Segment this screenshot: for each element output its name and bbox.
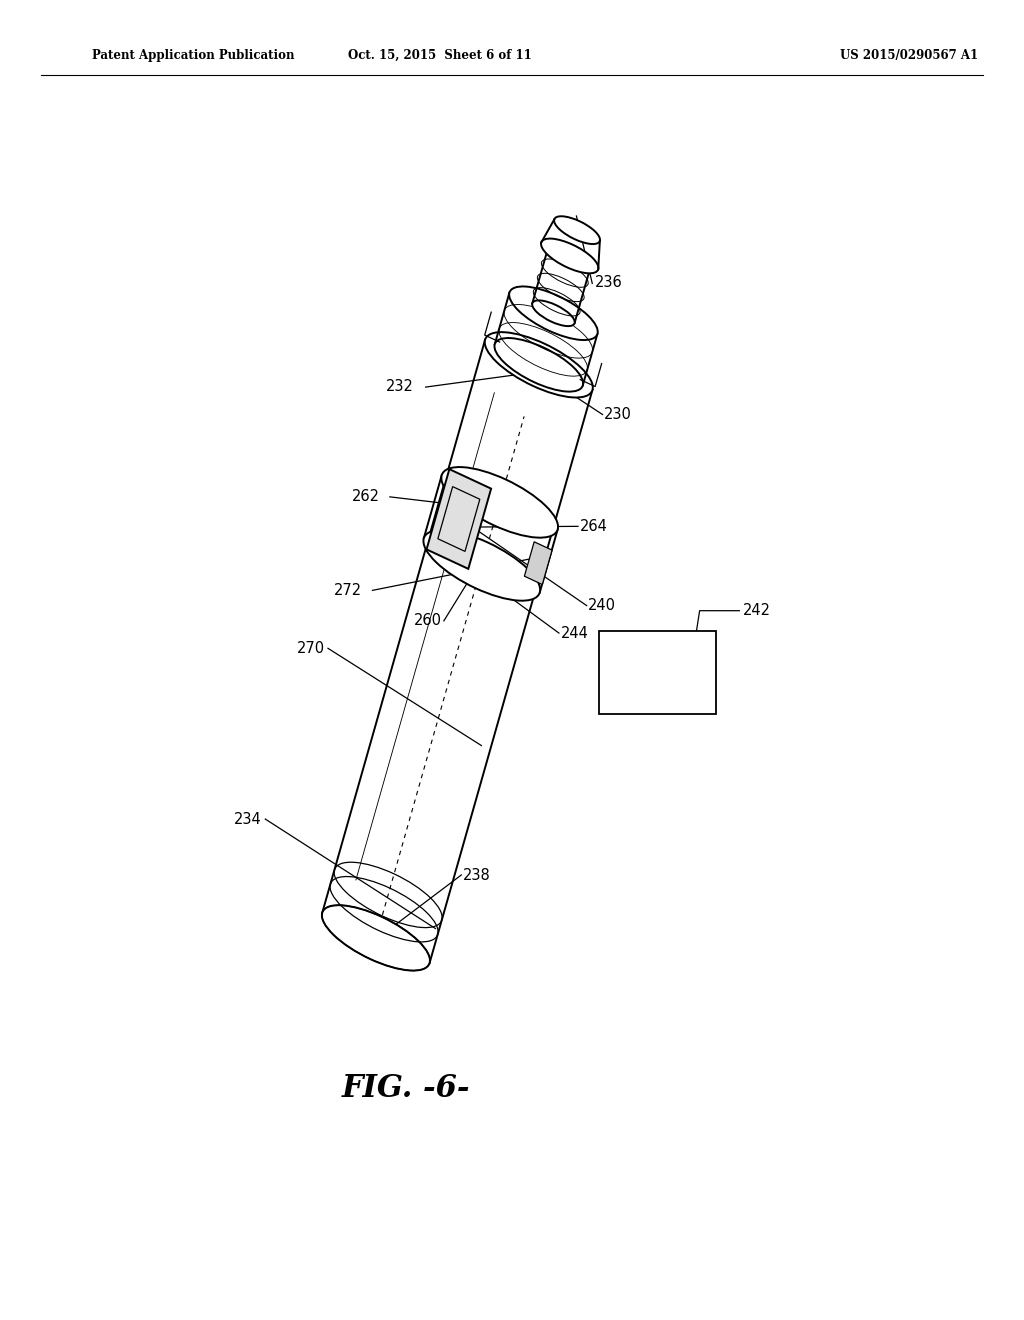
- Text: FIG. -6-: FIG. -6-: [342, 1073, 470, 1104]
- Text: Oct. 15, 2015  Sheet 6 of 11: Oct. 15, 2015 Sheet 6 of 11: [348, 49, 532, 62]
- Ellipse shape: [509, 286, 598, 341]
- Polygon shape: [524, 541, 552, 585]
- Ellipse shape: [441, 467, 558, 537]
- Text: 242: 242: [743, 603, 771, 618]
- Text: RFID: RFID: [640, 655, 674, 669]
- Text: 260: 260: [414, 614, 441, 628]
- Text: Patent Application Publication: Patent Application Publication: [92, 49, 295, 62]
- Text: 234: 234: [233, 812, 261, 826]
- FancyBboxPatch shape: [599, 631, 716, 714]
- Ellipse shape: [495, 338, 583, 392]
- Text: 264: 264: [581, 519, 608, 533]
- Text: 238: 238: [463, 869, 490, 883]
- Text: 262: 262: [352, 490, 380, 504]
- Ellipse shape: [554, 216, 600, 244]
- Ellipse shape: [541, 239, 598, 273]
- Text: US 2015/0290567 A1: US 2015/0290567 A1: [840, 49, 978, 62]
- Text: 232: 232: [386, 379, 414, 393]
- Ellipse shape: [549, 243, 591, 269]
- Ellipse shape: [484, 333, 593, 397]
- Ellipse shape: [532, 301, 574, 326]
- Text: 270: 270: [297, 640, 325, 656]
- Text: 236: 236: [595, 275, 623, 290]
- Text: 244: 244: [561, 626, 589, 640]
- Text: 230: 230: [604, 407, 632, 422]
- Text: 240: 240: [588, 598, 616, 612]
- Ellipse shape: [424, 531, 540, 601]
- Ellipse shape: [322, 906, 430, 970]
- Text: READER: READER: [628, 681, 687, 696]
- Text: 272: 272: [334, 583, 362, 598]
- Polygon shape: [427, 469, 492, 569]
